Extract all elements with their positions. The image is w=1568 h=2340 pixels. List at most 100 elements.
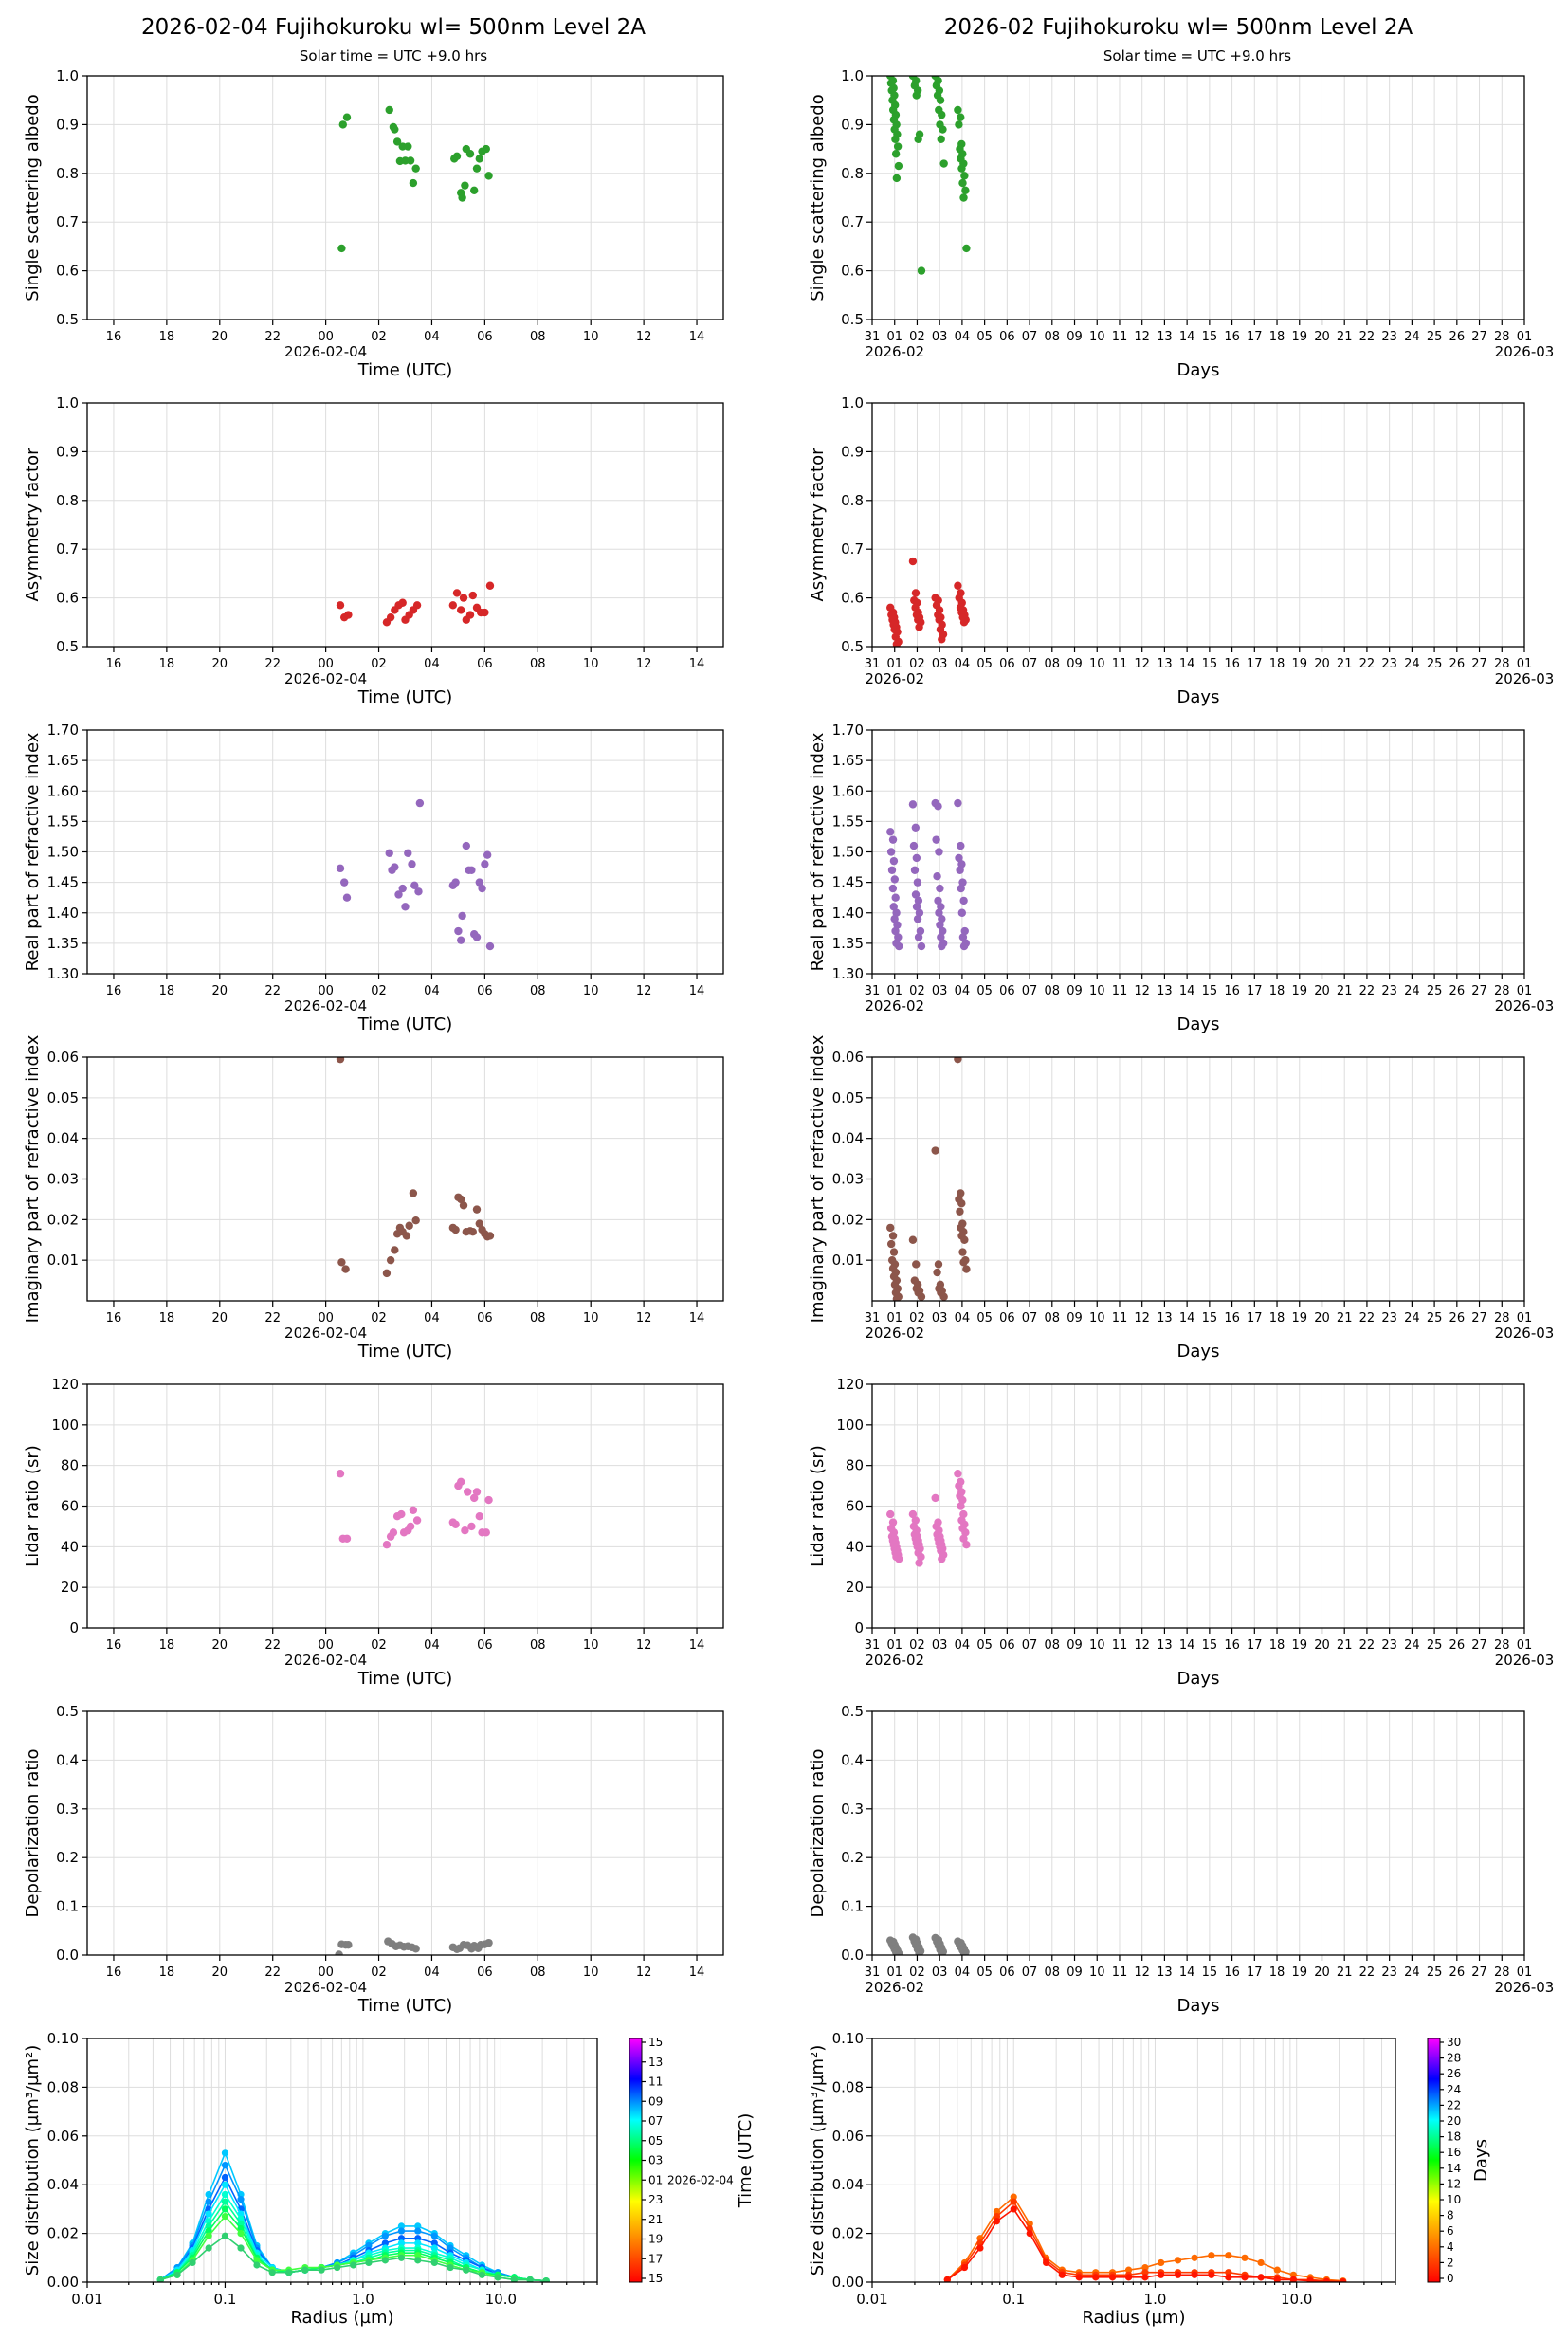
x-tick-label: 02 (909, 330, 925, 344)
y-tick-label: 0.6 (56, 590, 79, 607)
x-tick-label: 07 (1022, 1638, 1038, 1653)
y-tick-label: 1.35 (47, 935, 79, 952)
data-point (398, 598, 407, 607)
series-marker (1225, 2274, 1232, 2281)
data-point (912, 91, 921, 100)
x-tick-label: 06 (999, 1965, 1015, 1980)
data-point (962, 1265, 971, 1273)
x-tick-label: 07 (1022, 984, 1038, 998)
x-tick-label: 18 (159, 330, 175, 344)
y-tick-label: 0.5 (56, 638, 79, 655)
y-tick-label: 0.4 (56, 1751, 79, 1768)
x-tick-label: 21 (1337, 1638, 1353, 1653)
data-point (893, 142, 903, 151)
y-tick-label: 0.7 (56, 213, 79, 230)
data-point (461, 181, 469, 190)
y-tick-label: 80 (846, 1457, 864, 1474)
x-tick-label: 02 (371, 1311, 387, 1325)
x-tick-label: 06 (999, 330, 1015, 344)
x-tick-label: 12 (1134, 984, 1150, 998)
x-tick-label: 06 (477, 657, 493, 671)
x-tick-label: 17 (1247, 1638, 1263, 1653)
x-tick-label: 25 (1427, 330, 1443, 344)
y-tick-label: 0.8 (56, 492, 79, 509)
y-tick-label: 60 (846, 1498, 864, 1515)
x-tick-label: 01 (886, 657, 903, 671)
x-end-label: 2026-03 (1495, 997, 1555, 1015)
x-tick-label: 15 (1202, 1965, 1218, 1980)
x-tick-label: 10.0 (485, 2291, 517, 2308)
series-marker (993, 2207, 1001, 2216)
y-tick-label: 0.6 (841, 590, 864, 607)
x-tick-label: 14 (1179, 1638, 1195, 1653)
x-tick-label: 24 (1404, 1638, 1420, 1653)
x-tick-label: 0.01 (856, 2291, 887, 2308)
data-point (957, 841, 965, 850)
y-tick-label: 0.06 (832, 2128, 864, 2145)
x-tick-label: 02 (909, 657, 925, 671)
y-tick-label: 40 (846, 1538, 864, 1555)
series-marker (1141, 2269, 1149, 2276)
x-tick-label: 04 (955, 657, 971, 671)
x-tick-label: 10 (583, 1638, 599, 1653)
series-marker (447, 2263, 454, 2272)
x-tick-label: 08 (1045, 1638, 1061, 1653)
y-axis-label: Asymmetry factor (808, 448, 828, 602)
point-group (336, 581, 495, 627)
series-marker (381, 2257, 389, 2264)
data-point (958, 933, 968, 941)
data-point (891, 150, 901, 158)
axes-frame (86, 402, 724, 648)
x-start-label: 2026-02 (865, 1979, 924, 1996)
x-tick-label: 08 (1045, 1965, 1061, 1980)
x-tick-label: 15 (1202, 984, 1218, 998)
x-tick-label: 19 (1291, 1965, 1307, 1980)
x-tick-label: 01 (1517, 657, 1533, 671)
data-point (406, 156, 415, 165)
x-tick-label: 07 (1022, 1311, 1038, 1325)
colorbar-tick-label: 17 (648, 2252, 663, 2265)
colorbar-tick-label: 05 (648, 2134, 663, 2148)
data-point (457, 936, 465, 944)
right-subtitle: Solar time = UTC +9.0 hrs (1103, 47, 1291, 64)
data-point (957, 860, 966, 868)
x-axis-label: Time (UTC) (357, 1996, 453, 2016)
data-point (411, 1945, 420, 1953)
data-point (913, 878, 922, 887)
x-tick-label: 03 (932, 1311, 948, 1325)
axes-frame (871, 1710, 1525, 1956)
x-tick-label: 08 (530, 1311, 546, 1325)
x-tick-label: 26 (1449, 330, 1466, 344)
colorbar-tick-label: 15 (648, 2272, 663, 2285)
x-tick-label: 06 (477, 984, 493, 998)
data-point (915, 623, 923, 631)
y-axis-label: Asymmetry factor (23, 448, 43, 602)
colorbar-tick-label: 0 (1447, 2272, 1454, 2285)
x-tick-label: 19 (1291, 657, 1307, 671)
x-tick-label: 05 (976, 330, 993, 344)
data-point (892, 1294, 902, 1301)
x-tick-label: 03 (932, 1965, 948, 1980)
data-point (917, 266, 926, 275)
monthly-size-distribution: 0.01 0.1 1.0 10.0 Radius (µm) 0.00 0.02 0.04 0.0… (808, 2030, 1491, 2328)
data-point (895, 1949, 903, 1955)
x-tick-label: 16 (106, 984, 122, 998)
data-point (891, 135, 900, 144)
colorbar-tick-label: 23 (648, 2193, 663, 2206)
y-tick-label: 0 (69, 1619, 79, 1636)
data-point (937, 933, 945, 941)
data-point (382, 1540, 392, 1549)
y-axis-label: Size distribution (µm³/µm²) (23, 2045, 43, 2276)
data-point (958, 178, 967, 188)
data-point (337, 244, 346, 253)
data-point (462, 841, 471, 850)
series-marker (205, 2198, 212, 2205)
series-marker (221, 2213, 229, 2221)
data-point (934, 802, 942, 811)
series-marker (205, 2232, 212, 2239)
series-marker (1158, 2258, 1165, 2267)
x-tick-label: 10 (1089, 330, 1105, 344)
y-tick-label: 1.70 (832, 722, 864, 739)
x-tick-label: 13 (1157, 330, 1173, 344)
x-tick-label: 01 (1517, 1311, 1533, 1325)
